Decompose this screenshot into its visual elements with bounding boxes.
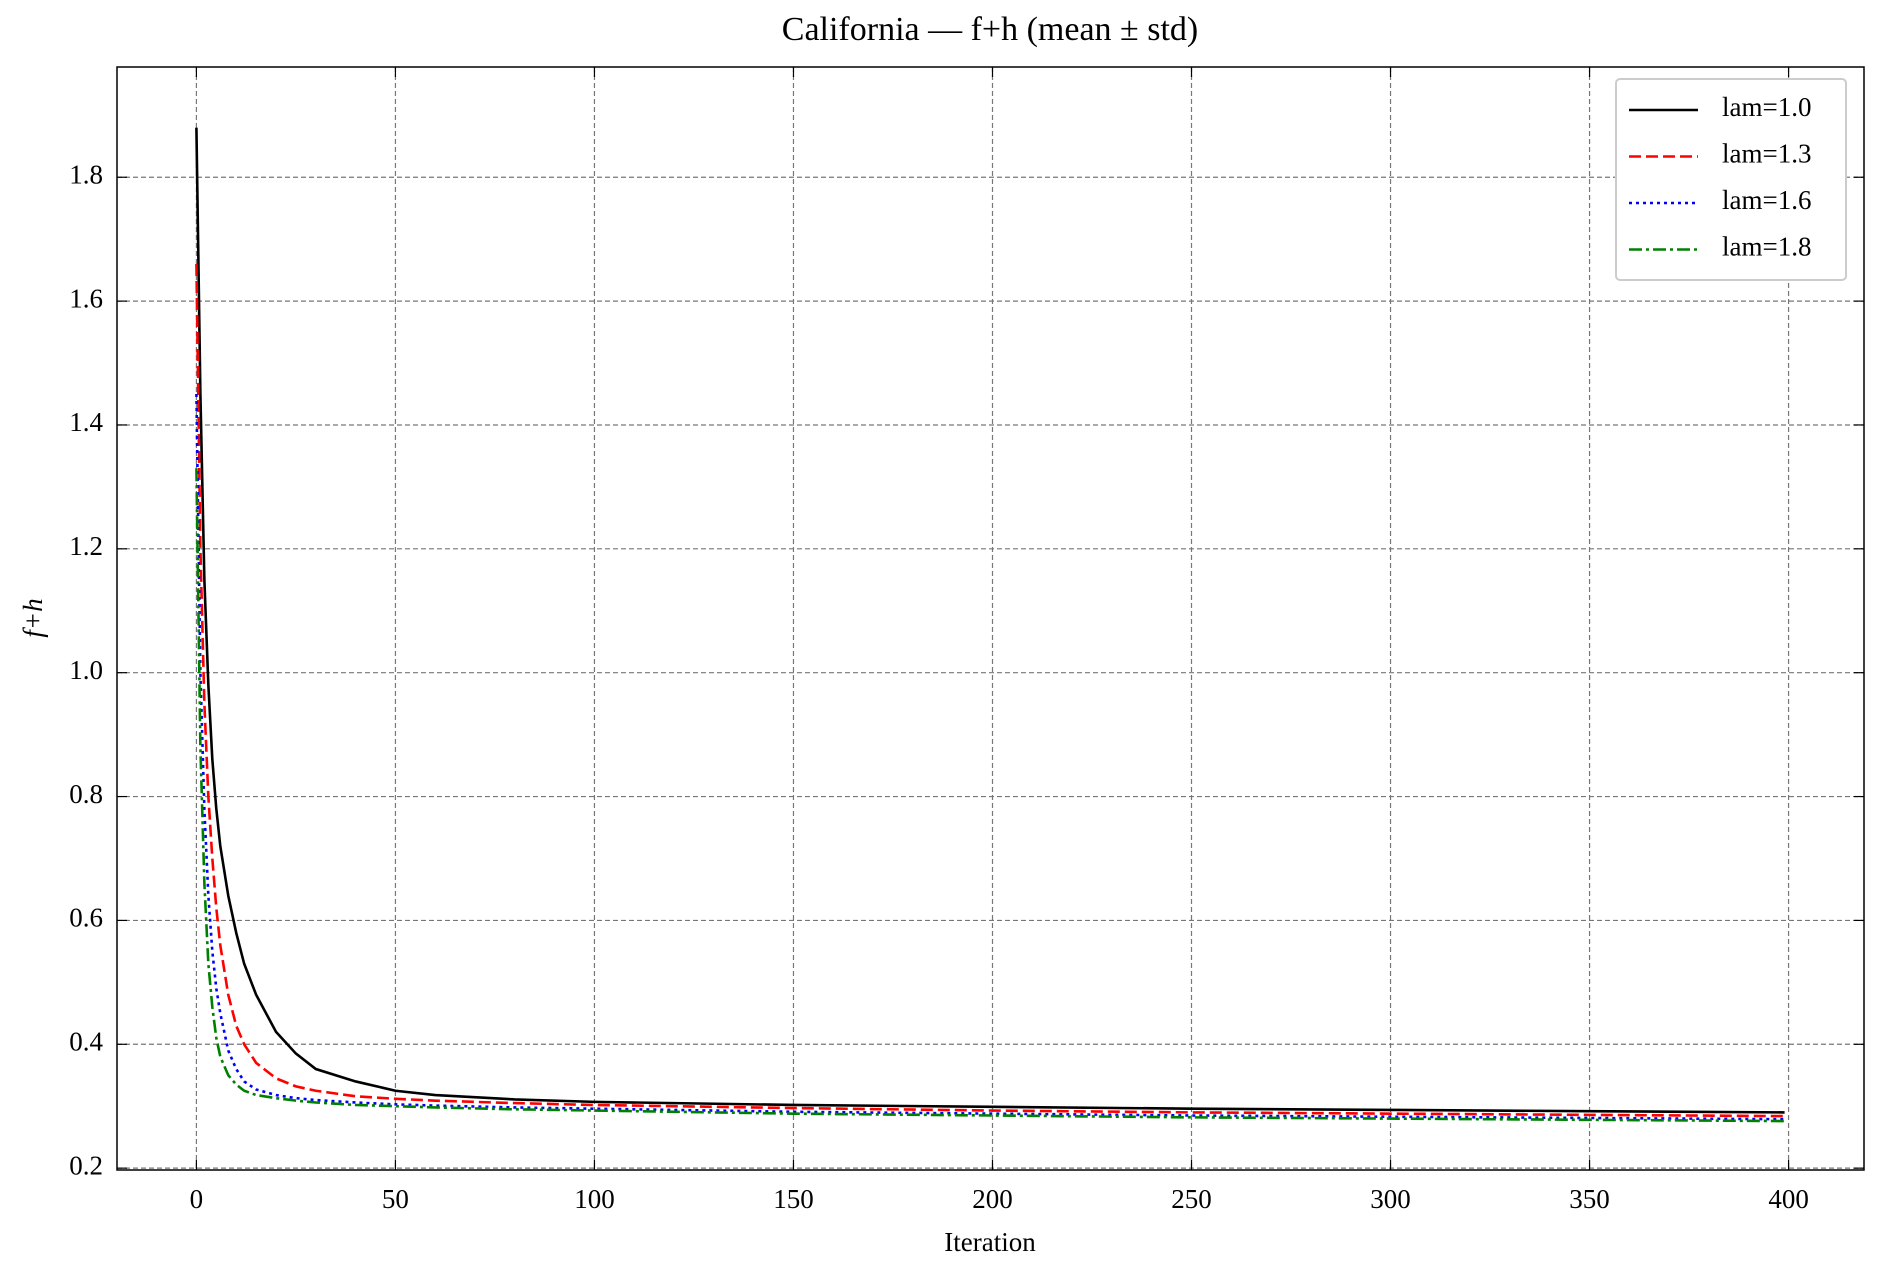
- x-axis-label: Iteration: [944, 1227, 1036, 1257]
- series-line: [195, 263, 1785, 1118]
- y-tick-label: 0.4: [69, 1026, 103, 1056]
- x-tick-label: 100: [574, 1184, 615, 1214]
- chart-title: California — f+h (mean ± std): [782, 11, 1198, 48]
- legend-label: lam=1.6: [1722, 185, 1811, 215]
- series-line: [195, 468, 1785, 1123]
- legend-label: lam=1.0: [1722, 92, 1811, 122]
- series-line: [195, 393, 1785, 1121]
- series-line: [195, 127, 1785, 1114]
- y-tick-label: 1.2: [69, 531, 103, 561]
- x-tick-label: 350: [1569, 1184, 1610, 1214]
- x-tick-label: 300: [1370, 1184, 1411, 1214]
- x-tick-label: 400: [1768, 1184, 1809, 1214]
- x-tick-label: 50: [382, 1184, 409, 1214]
- y-tick-label: 0.6: [69, 903, 103, 933]
- y-tick-label: 1.0: [69, 655, 103, 685]
- x-tick-label: 150: [773, 1184, 814, 1214]
- legend-label: lam=1.8: [1722, 232, 1811, 262]
- y-axis-label: f+h: [18, 598, 48, 637]
- plot-frame: [116, 66, 1865, 1171]
- x-tick-label: 250: [1171, 1184, 1212, 1214]
- legend-box: [1615, 78, 1847, 281]
- y-tick-label: 1.6: [69, 283, 103, 313]
- x-tick-label: 0: [190, 1184, 204, 1214]
- legend-label: lam=1.3: [1722, 139, 1811, 169]
- y-tick-label: 1.8: [69, 159, 103, 189]
- y-tick-label: 0.8: [69, 779, 103, 809]
- x-tick-label: 200: [972, 1184, 1013, 1214]
- y-tick-label: 1.4: [69, 407, 103, 437]
- y-tick-label: 0.2: [69, 1150, 103, 1180]
